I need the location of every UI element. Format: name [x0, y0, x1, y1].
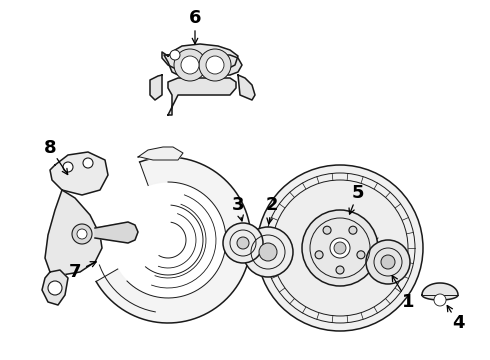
Text: 3: 3 [232, 196, 244, 214]
Circle shape [272, 180, 408, 316]
Circle shape [199, 49, 231, 81]
Circle shape [330, 238, 350, 258]
Circle shape [323, 226, 331, 234]
Circle shape [83, 158, 93, 168]
Polygon shape [95, 222, 138, 243]
Polygon shape [96, 157, 251, 323]
Polygon shape [168, 78, 236, 115]
Circle shape [381, 255, 395, 269]
Circle shape [63, 162, 73, 172]
Polygon shape [42, 270, 68, 305]
Circle shape [357, 251, 365, 259]
Polygon shape [164, 55, 242, 75]
Circle shape [243, 227, 293, 277]
Text: 4: 4 [452, 314, 464, 332]
Circle shape [366, 240, 410, 284]
Text: 6: 6 [189, 9, 201, 27]
Circle shape [174, 49, 206, 81]
Text: 8: 8 [44, 139, 56, 157]
Text: 7: 7 [69, 263, 81, 281]
Circle shape [349, 226, 357, 234]
Circle shape [315, 251, 323, 259]
Polygon shape [150, 75, 162, 100]
Circle shape [334, 242, 346, 254]
Circle shape [259, 243, 277, 261]
Circle shape [336, 266, 344, 274]
Circle shape [206, 56, 224, 74]
Circle shape [48, 281, 62, 295]
Circle shape [181, 56, 199, 74]
Circle shape [302, 210, 378, 286]
Polygon shape [138, 147, 183, 160]
Circle shape [170, 50, 180, 60]
Polygon shape [422, 283, 458, 300]
Polygon shape [50, 152, 108, 195]
Polygon shape [45, 190, 102, 275]
Circle shape [223, 223, 263, 263]
Circle shape [434, 294, 446, 306]
Polygon shape [238, 75, 255, 100]
Circle shape [72, 224, 92, 244]
Circle shape [257, 165, 423, 331]
Circle shape [237, 237, 249, 249]
Text: 2: 2 [266, 196, 278, 214]
Circle shape [77, 229, 87, 239]
Polygon shape [162, 44, 238, 72]
Text: 1: 1 [402, 293, 414, 311]
Text: 5: 5 [352, 184, 364, 202]
